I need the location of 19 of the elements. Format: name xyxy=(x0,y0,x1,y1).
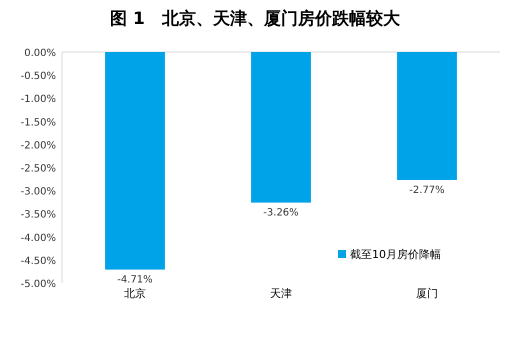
y-tick-label: -5.00% xyxy=(20,279,56,290)
x-tick-label: 天津 xyxy=(270,287,292,300)
y-tick-label: -1.00% xyxy=(20,94,56,106)
chart-title: 图 1 北京、天津、厦门房价跌幅较大 xyxy=(110,9,401,29)
data-label: -2.77% xyxy=(409,184,445,196)
x-tick-label: 厦门 xyxy=(416,287,438,300)
legend-label: 截至10月房价降幅 xyxy=(350,248,441,261)
data-label: -4.71% xyxy=(117,274,153,286)
y-tick-label: -4.50% xyxy=(20,256,56,267)
y-tick-label: -0.50% xyxy=(20,71,56,82)
y-tick-label: 0.00% xyxy=(24,48,56,59)
x-tick-label: 北京 xyxy=(124,287,146,300)
data-label: -3.26% xyxy=(263,208,299,219)
y-tick-label: -1.50% xyxy=(20,117,56,128)
y-tick-label: -4.00% xyxy=(20,232,56,244)
y-tick-label: -3.00% xyxy=(20,186,56,198)
y-tick-label: -2.50% xyxy=(20,164,56,174)
y-tick-label: -2.00% xyxy=(20,140,56,152)
y-tick-label: -3.50% xyxy=(20,210,56,221)
